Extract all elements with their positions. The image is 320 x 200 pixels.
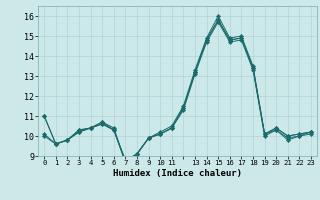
X-axis label: Humidex (Indice chaleur): Humidex (Indice chaleur): [113, 169, 242, 178]
